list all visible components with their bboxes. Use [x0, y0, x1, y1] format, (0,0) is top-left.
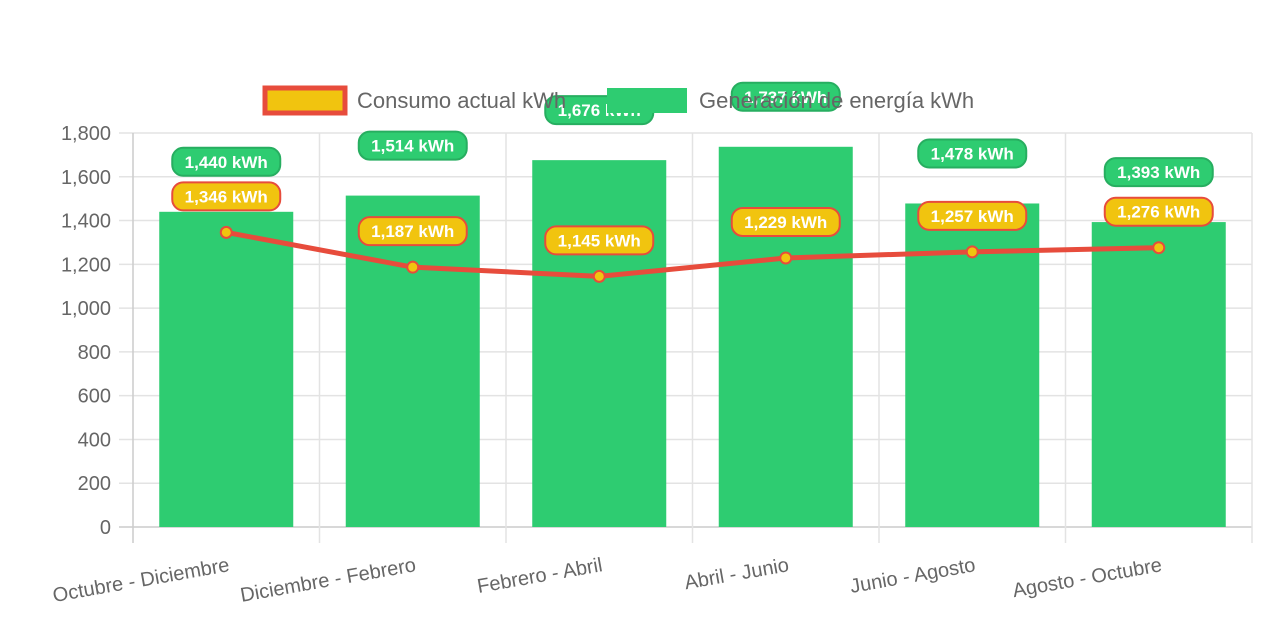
consumption-point[interactable] [965, 245, 979, 259]
y-tick-label: 1,400 [61, 211, 111, 233]
legend-swatch-consumption [262, 85, 348, 116]
consumption-data-label-text: 1,145 kWh [558, 231, 641, 250]
x-tick-label: Octubre - Diciembre [51, 554, 231, 607]
consumption-point[interactable] [779, 251, 793, 265]
legend-swatch-generation [607, 88, 687, 113]
y-tick-label: 1,600 [61, 167, 111, 189]
consumption-line [219, 225, 1166, 283]
generation-data-label-box [730, 81, 841, 112]
consumption-point[interactable] [219, 225, 233, 239]
legend-item-generation[interactable]: Generación de energía kWh [607, 88, 974, 113]
generation-data-label-text: 1,514 kWh [371, 137, 454, 156]
consumption-data-labels: 1,346 kWh 1,187 kWh 1,145 kWh 1,229 kWh 1,25… [171, 181, 1214, 256]
y-tick-label: 200 [78, 473, 111, 495]
consumption-data-label: 1,276 kWh [1103, 196, 1214, 227]
consumption-data-label-box [917, 200, 1028, 231]
consumption-data-label-box [1103, 196, 1214, 227]
legend[interactable]: Consumo actual kWh Generación de energía … [262, 85, 974, 116]
generation-data-label: 1,478 kWh [917, 138, 1028, 169]
consumption-data-label-box [171, 181, 282, 212]
generation-bar[interactable] [1091, 222, 1226, 528]
y-tick-label: 400 [78, 429, 111, 451]
consumption-data-label-box [544, 225, 655, 256]
generation-data-label-box [357, 130, 468, 161]
generation-bar[interactable] [718, 146, 853, 528]
x-tick-label: Diciembre - Febrero [239, 554, 418, 607]
generation-data-label: 1,393 kWh [1103, 157, 1214, 188]
generation-data-label-text: 1,440 kWh [185, 153, 268, 172]
consumption-point[interactable] [1152, 241, 1166, 255]
x-tick-label: Febrero - Abril [476, 554, 605, 598]
y-tick-label: 1,800 [61, 123, 111, 145]
consumption-point[interactable] [592, 269, 606, 283]
grid-lines [119, 132, 1253, 543]
consumption-data-label-text: 1,276 kWh [1117, 203, 1200, 222]
generation-data-label-box [1103, 157, 1214, 188]
consumption-data-label-box [730, 206, 841, 237]
consumption-data-label: 1,187 kWh [357, 216, 468, 247]
consumption-point[interactable] [406, 260, 420, 274]
legend-label-generation: Generación de energía kWh [699, 88, 974, 113]
y-tick-label: 1,000 [61, 298, 111, 320]
y-tick-label: 0 [100, 517, 111, 539]
generation-data-label: 1,737 kWh [730, 81, 841, 112]
x-tick-label: Junio - Agosto [848, 554, 977, 598]
consumption-data-label: 1,257 kWh [917, 200, 1028, 231]
consumption-data-label: 1,346 kWh [171, 181, 282, 212]
consumption-line-path [223, 229, 1162, 279]
generation-bar[interactable] [532, 160, 667, 528]
consumption-data-label: 1,145 kWh [544, 225, 655, 256]
generation-bar[interactable] [345, 195, 480, 527]
y-tick-label: 600 [78, 386, 111, 408]
consumption-data-label-text: 1,187 kWh [371, 222, 454, 241]
legend-item-consumption[interactable]: Consumo actual kWh [262, 85, 566, 116]
y-tick-label: 800 [78, 342, 111, 364]
y-tick-label: 1,200 [61, 254, 111, 276]
x-tick-label: Abril - Junio [683, 554, 791, 594]
consumption-data-label-text: 1,229 kWh [744, 213, 827, 232]
x-tick-label: Agosto - Octubre [1011, 554, 1164, 602]
consumption-data-label: 1,229 kWh [730, 206, 841, 237]
legend-label-consumption: Consumo actual kWh [357, 88, 566, 113]
generation-bar[interactable] [159, 211, 294, 528]
consumption-data-label-text: 1,346 kWh [185, 187, 268, 206]
consumption-data-label-text: 1,257 kWh [931, 207, 1014, 226]
generation-data-label: 1,440 kWh [171, 146, 282, 177]
generation-data-label-text: 1,393 kWh [1117, 163, 1200, 182]
generation-data-label-text: 1,737 kWh [744, 88, 827, 107]
generation-data-label: 1,514 kWh [357, 130, 468, 161]
generation-data-label-text: 1,478 kWh [931, 144, 1014, 163]
consumption-data-label-box [357, 216, 468, 247]
generation-data-label-box [171, 146, 282, 177]
generation-data-label-box [917, 138, 1028, 169]
